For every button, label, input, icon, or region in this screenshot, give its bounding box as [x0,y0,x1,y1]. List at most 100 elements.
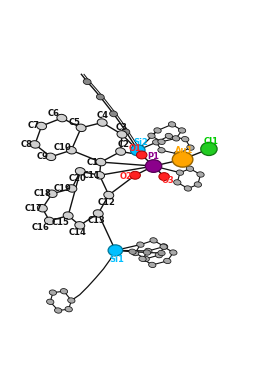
Ellipse shape [201,142,217,155]
Ellipse shape [197,172,204,177]
Ellipse shape [46,153,56,161]
Ellipse shape [131,145,145,156]
Ellipse shape [93,210,103,217]
Ellipse shape [76,124,86,132]
Ellipse shape [96,158,106,166]
Ellipse shape [142,256,149,262]
Text: C13: C13 [88,216,106,225]
Ellipse shape [68,298,75,303]
Text: C5: C5 [69,117,81,127]
Ellipse shape [148,133,155,138]
Ellipse shape [161,244,168,249]
Text: Au1: Au1 [175,146,193,155]
Ellipse shape [47,299,54,304]
Ellipse shape [37,122,47,130]
Ellipse shape [134,147,142,153]
Ellipse shape [170,250,177,255]
Ellipse shape [122,129,130,135]
Text: O2: O2 [120,172,132,181]
Ellipse shape [184,186,192,191]
Text: C2: C2 [117,140,129,149]
Ellipse shape [155,252,162,258]
Ellipse shape [172,152,193,167]
Ellipse shape [165,133,173,139]
Text: C15: C15 [51,218,69,227]
Ellipse shape [55,308,62,313]
Ellipse shape [110,111,117,117]
Ellipse shape [49,290,56,295]
Text: C3: C3 [116,123,128,131]
Text: C6: C6 [48,109,60,118]
Text: C12: C12 [97,198,115,207]
Ellipse shape [168,122,176,127]
Ellipse shape [83,79,91,85]
Ellipse shape [45,217,54,225]
Text: C9: C9 [37,152,49,161]
Text: Si1: Si1 [109,255,124,264]
Ellipse shape [182,137,189,142]
Text: C4: C4 [96,111,108,120]
Ellipse shape [75,168,85,175]
Ellipse shape [174,151,182,156]
Ellipse shape [172,136,180,141]
Ellipse shape [176,170,184,175]
Ellipse shape [117,131,127,138]
Ellipse shape [66,146,76,154]
Ellipse shape [67,185,77,192]
Ellipse shape [187,145,194,150]
Text: O3: O3 [162,176,174,185]
Text: C16: C16 [31,223,49,232]
Text: C18: C18 [34,189,52,198]
Text: C11: C11 [83,171,101,180]
Ellipse shape [30,141,40,148]
Ellipse shape [158,148,165,153]
Ellipse shape [153,139,160,145]
Ellipse shape [158,139,165,145]
Ellipse shape [60,289,68,294]
Ellipse shape [145,160,162,172]
Ellipse shape [150,238,157,243]
Ellipse shape [37,204,47,212]
Ellipse shape [137,242,144,247]
Text: Cl1: Cl1 [204,137,219,145]
Ellipse shape [97,119,107,126]
Ellipse shape [65,307,72,312]
Text: C10: C10 [53,143,71,152]
Text: C19: C19 [54,184,72,193]
Ellipse shape [139,256,146,262]
Ellipse shape [178,128,186,133]
Ellipse shape [108,245,123,256]
Ellipse shape [96,94,104,100]
Ellipse shape [164,258,171,263]
Ellipse shape [95,172,104,179]
Ellipse shape [131,250,139,256]
Ellipse shape [47,190,57,197]
Ellipse shape [129,249,136,254]
Ellipse shape [158,250,165,256]
Text: C8: C8 [21,140,33,149]
Text: C1: C1 [87,158,99,166]
Ellipse shape [136,151,147,159]
Text: P1: P1 [148,152,160,161]
Ellipse shape [160,244,167,249]
Text: C20: C20 [69,174,87,183]
Ellipse shape [174,180,181,185]
Ellipse shape [194,182,202,187]
Ellipse shape [57,114,67,122]
Text: C17: C17 [24,204,42,213]
Ellipse shape [186,166,194,171]
Ellipse shape [149,262,156,268]
Ellipse shape [143,250,151,255]
Ellipse shape [116,148,126,155]
Ellipse shape [130,171,140,179]
Ellipse shape [159,173,169,180]
Text: O1: O1 [129,144,142,153]
Ellipse shape [63,212,73,219]
Ellipse shape [154,128,161,133]
Ellipse shape [145,248,152,254]
Ellipse shape [104,191,114,199]
Text: C14: C14 [68,228,86,237]
Text: C7: C7 [28,121,39,131]
Text: Si2: Si2 [133,138,148,147]
Ellipse shape [75,222,85,229]
